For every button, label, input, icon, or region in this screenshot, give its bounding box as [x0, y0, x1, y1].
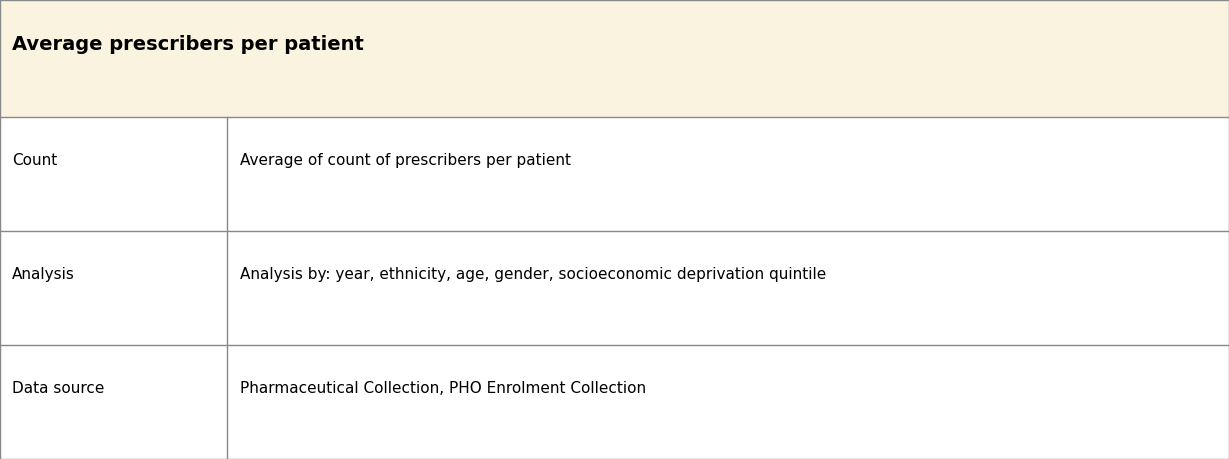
Text: Average prescribers per patient: Average prescribers per patient	[12, 35, 364, 54]
Text: Average of count of prescribers per patient: Average of count of prescribers per pati…	[240, 153, 570, 168]
Text: Analysis by: year, ethnicity, age, gender, socioeconomic deprivation quintile: Analysis by: year, ethnicity, age, gende…	[240, 267, 826, 282]
Bar	[0, 0, 1229, 117]
Text: Data source: Data source	[12, 381, 104, 396]
Text: Count: Count	[12, 153, 58, 168]
Text: Pharmaceutical Collection, PHO Enrolment Collection: Pharmaceutical Collection, PHO Enrolment…	[240, 381, 645, 396]
Text: Analysis: Analysis	[12, 267, 75, 282]
